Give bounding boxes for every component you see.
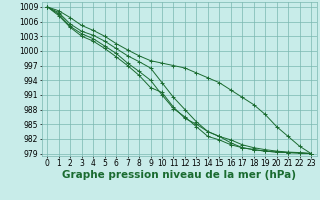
X-axis label: Graphe pression niveau de la mer (hPa): Graphe pression niveau de la mer (hPa) (62, 170, 296, 180)
